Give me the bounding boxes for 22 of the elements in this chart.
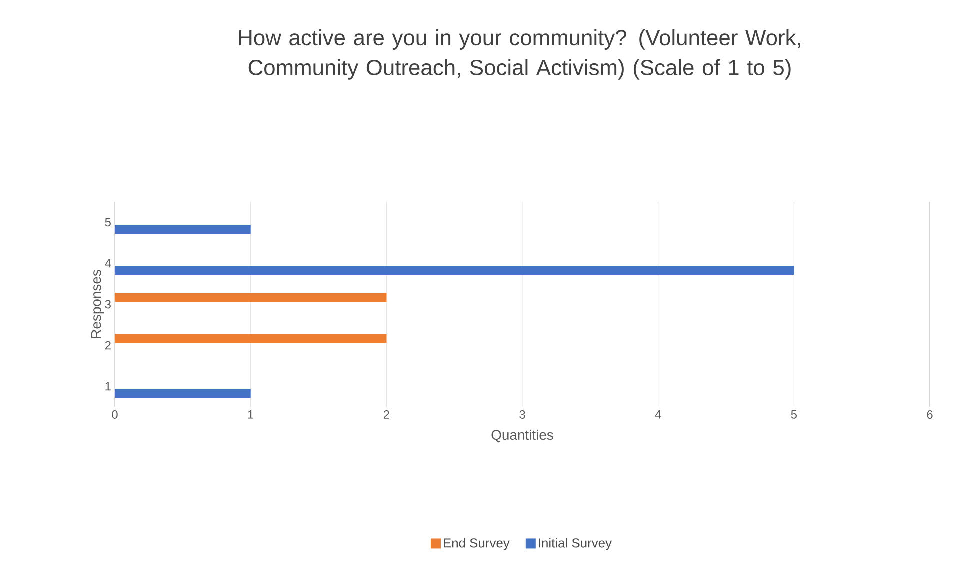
y-tick-label: 3 bbox=[105, 300, 111, 309]
x-tick-label: 0 bbox=[112, 410, 118, 419]
x-tick-label: 2 bbox=[384, 410, 390, 419]
y-tick-label: 5 bbox=[105, 218, 111, 227]
y-tick-label: 2 bbox=[105, 341, 111, 350]
bar bbox=[115, 334, 387, 343]
bar bbox=[115, 293, 387, 302]
bar bbox=[115, 266, 794, 275]
x-tick-label: 3 bbox=[520, 410, 526, 419]
x-axis-title: Quantities bbox=[492, 430, 554, 443]
x-tick-label: 6 bbox=[927, 410, 933, 419]
legend-label: Initial Survey bbox=[539, 538, 612, 550]
y-tick-label: 1 bbox=[106, 382, 111, 391]
bar bbox=[115, 389, 251, 398]
x-tick-label: 5 bbox=[791, 410, 797, 419]
x-tick-label: 4 bbox=[655, 410, 662, 419]
chart-title: How active are you in your community? (Volunteer Work, Community Outreach, Social Activism) (Scale of 1 to 5) bbox=[239, 30, 800, 80]
x-tick-label: 1 bbox=[248, 410, 254, 419]
y-tick-label: 4 bbox=[105, 259, 112, 268]
bar bbox=[115, 225, 251, 234]
legend-label: End Survey bbox=[444, 538, 510, 550]
y-axis-title: Responses bbox=[92, 270, 104, 338]
